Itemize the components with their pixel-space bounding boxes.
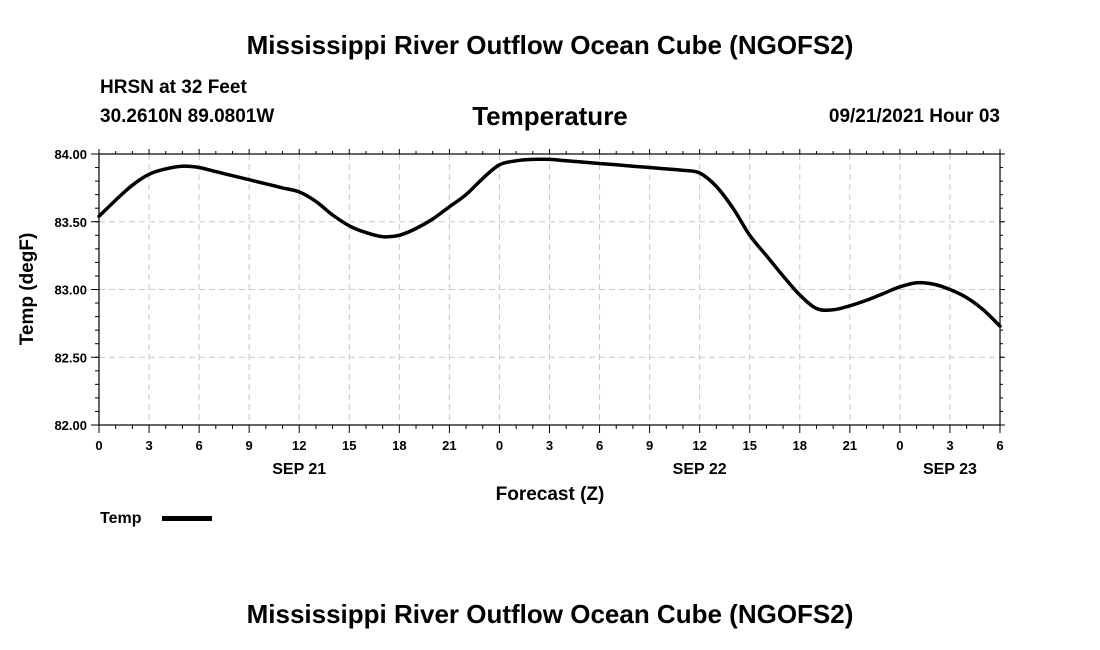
x-tick-label: 3 xyxy=(946,438,953,453)
axis-labels: 0 3 6 9 12 15 18 21 0 3 6 9 12 15 18 21 0 3 6 82.00 82.50 83.… xyxy=(54,147,1003,478)
grid-lines xyxy=(99,154,1000,425)
x-tick-label: 3 xyxy=(546,438,553,453)
x-tick-label: 0 xyxy=(496,438,503,453)
station-label: HRSN at 32 Feet xyxy=(100,77,247,98)
x-tick-label: 15 xyxy=(742,438,756,453)
y-axis-label: Temp (degF) xyxy=(17,233,38,346)
x-tick-label: 6 xyxy=(596,438,603,453)
x-tick-label: 0 xyxy=(896,438,903,453)
axis-ticks xyxy=(91,149,1005,433)
station-coordinates: 30.2610N 89.0801W xyxy=(100,106,275,127)
x-tick-label: 6 xyxy=(996,438,1003,453)
x-tick-label: 21 xyxy=(843,438,857,453)
x-tick-label: 18 xyxy=(392,438,406,453)
date-label: SEP 22 xyxy=(673,461,727,478)
x-tick-label: 0 xyxy=(95,438,102,453)
y-tick-label: 83.00 xyxy=(54,283,87,298)
chart-title: Mississippi River Outflow Ocean Cube (NG… xyxy=(246,30,854,60)
forecast-datetime: 09/21/2021 Hour 03 xyxy=(828,106,1000,127)
x-tick-label: 9 xyxy=(646,438,653,453)
date-label: SEP 21 xyxy=(272,461,326,478)
x-tick-label: 15 xyxy=(342,438,356,453)
date-label: SEP 23 xyxy=(923,461,977,478)
legend-label: Temp xyxy=(100,510,142,527)
y-tick-label: 82.00 xyxy=(54,418,87,433)
x-tick-label: 12 xyxy=(292,438,306,453)
y-tick-label: 84.00 xyxy=(54,147,87,162)
chart-subtitle: Temperature xyxy=(472,101,628,131)
x-tick-label: 12 xyxy=(692,438,706,453)
x-tick-label: 3 xyxy=(145,438,152,453)
x-tick-label: 9 xyxy=(246,438,253,453)
series-group xyxy=(97,157,1002,328)
x-tick-label: 21 xyxy=(442,438,456,453)
series-line-temp xyxy=(97,157,1002,328)
footer-title: Mississippi River Outflow Ocean Cube (NG… xyxy=(246,599,854,629)
y-tick-label: 83.50 xyxy=(54,215,87,230)
y-tick-label: 82.50 xyxy=(54,350,87,365)
x-tick-label: 6 xyxy=(195,438,202,453)
plot-area-frame xyxy=(98,153,1001,426)
x-tick-label: 18 xyxy=(793,438,807,453)
legend-line-swatch xyxy=(162,516,212,521)
x-axis-label: Forecast (Z) xyxy=(496,484,605,505)
